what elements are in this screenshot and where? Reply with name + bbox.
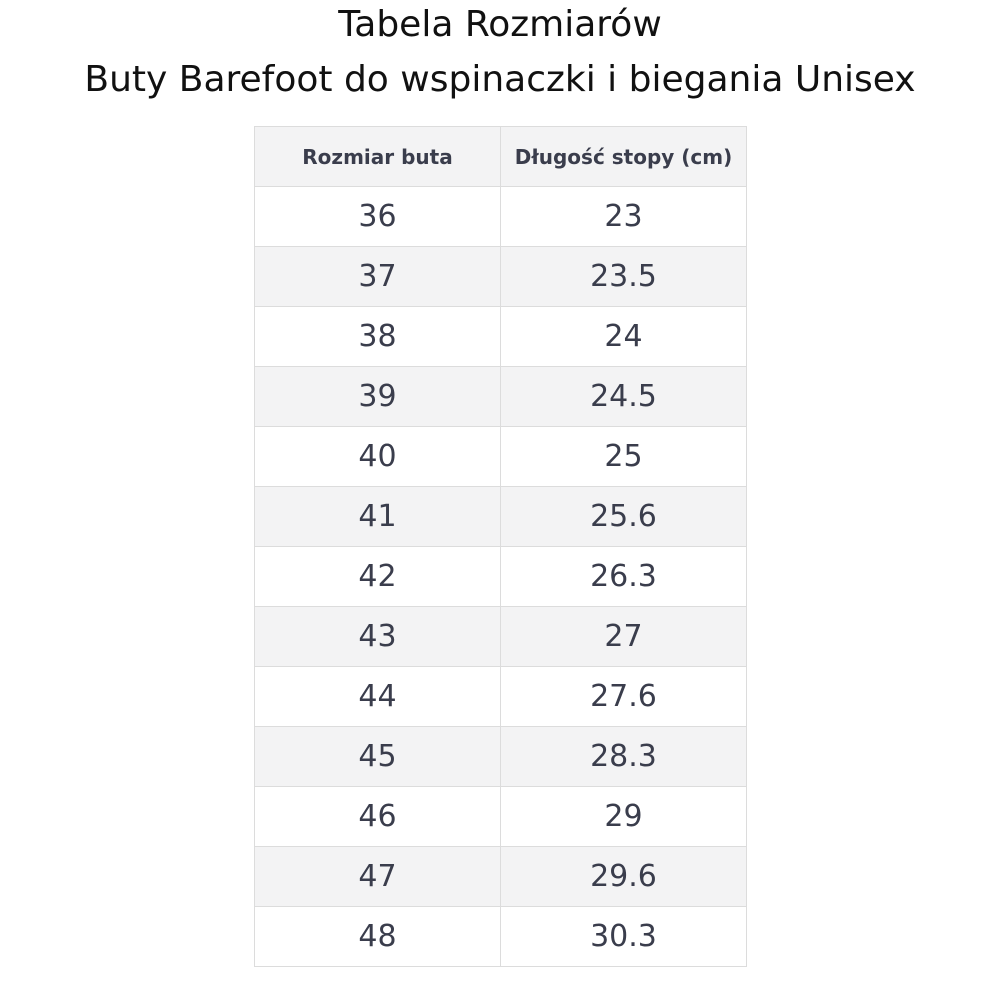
column-header: Rozmiar buta xyxy=(254,126,501,187)
header-row: Rozmiar buta Długość stopy (cm) xyxy=(254,126,747,187)
table-row: 44 27.6 xyxy=(254,666,747,727)
table-row: 37 23.5 xyxy=(254,246,747,307)
table-cell: 24 xyxy=(500,306,747,367)
table-cell: 29.6 xyxy=(500,846,747,907)
table-cell: 40 xyxy=(254,426,501,487)
table-cell: 25 xyxy=(500,426,747,487)
table-cell: 44 xyxy=(254,666,501,727)
column-header: Długość stopy (cm) xyxy=(500,126,747,187)
table-cell: 45 xyxy=(254,726,501,787)
table-cell: 26.3 xyxy=(500,546,747,607)
table-row: 43 27 xyxy=(254,606,747,667)
table-cell: 42 xyxy=(254,546,501,607)
table-cell: 46 xyxy=(254,786,501,847)
table-cell: 23 xyxy=(500,186,747,247)
size-table: Rozmiar buta Długość stopy (cm) 36 23 37 23.… xyxy=(254,126,747,967)
table-cell: 27 xyxy=(500,606,747,667)
table-cell: 43 xyxy=(254,606,501,667)
table-row: 36 23 xyxy=(254,186,747,247)
table-cell: 37 xyxy=(254,246,501,307)
table-row: 47 29.6 xyxy=(254,846,747,907)
table-row: 41 25.6 xyxy=(254,486,747,547)
table-body: 36 23 37 23.5 38 24 39 24.5 40 25 41 25.6 42 26.3 43 27… xyxy=(254,186,747,967)
table-row: 38 24 xyxy=(254,306,747,367)
table-row: 46 29 xyxy=(254,786,747,847)
table-cell: 27.6 xyxy=(500,666,747,727)
table-cell: 41 xyxy=(254,486,501,547)
table-cell: 25.6 xyxy=(500,486,747,547)
table-row: 40 25 xyxy=(254,426,747,487)
table-cell: 38 xyxy=(254,306,501,367)
table-row: 39 24.5 xyxy=(254,366,747,427)
table-cell: 36 xyxy=(254,186,501,247)
table-row: 48 30.3 xyxy=(254,906,747,967)
table-cell: 29 xyxy=(500,786,747,847)
table-row: 42 26.3 xyxy=(254,546,747,607)
table-head: Rozmiar buta Długość stopy (cm) xyxy=(254,126,747,187)
table-cell: 28.3 xyxy=(500,726,747,787)
table-cell: 23.5 xyxy=(500,246,747,307)
table-cell: 39 xyxy=(254,366,501,427)
title: Tabela Rozmiarów xyxy=(338,4,662,45)
table-cell: 48 xyxy=(254,906,501,967)
table-cell: 30.3 xyxy=(500,906,747,967)
table-row: 45 28.3 xyxy=(254,726,747,787)
table-cell: 47 xyxy=(254,846,501,907)
subtitle: Buty Barefoot do wspinaczki i biegania U… xyxy=(84,59,916,100)
table-cell: 24.5 xyxy=(500,366,747,427)
